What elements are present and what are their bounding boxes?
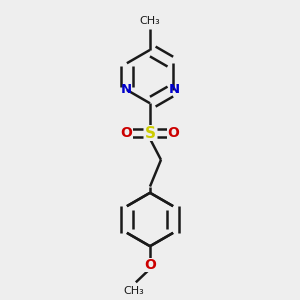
Text: S: S	[145, 126, 155, 141]
Text: O: O	[168, 126, 179, 140]
Text: CH₃: CH₃	[123, 286, 144, 296]
Text: N: N	[169, 83, 180, 96]
Text: O: O	[121, 126, 132, 140]
Text: CH₃: CH₃	[140, 16, 160, 26]
Text: O: O	[144, 258, 156, 272]
Text: N: N	[120, 83, 131, 96]
